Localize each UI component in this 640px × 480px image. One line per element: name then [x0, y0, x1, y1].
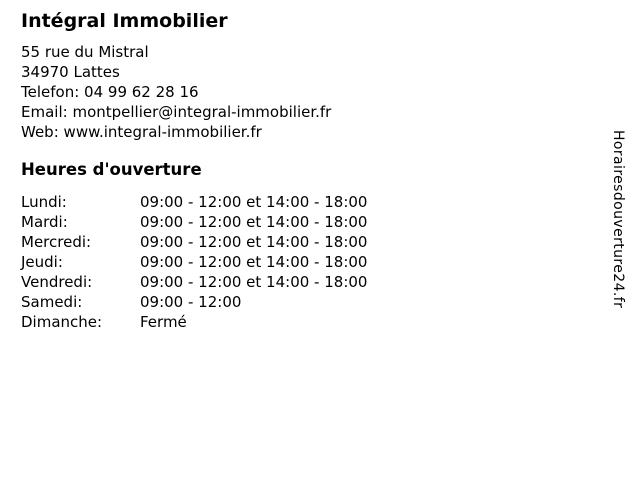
web-label: Web:: [21, 123, 59, 141]
phone-value: 04 99 62 28 16: [84, 83, 199, 101]
phone-line: Telefon: 04 99 62 28 16: [21, 82, 331, 102]
day-label: Dimanche:: [21, 313, 103, 331]
page-title: Intégral Immobilier: [21, 10, 228, 32]
day-label: Mardi:: [21, 213, 68, 231]
opening-hours-heading: Heures d'ouverture: [21, 160, 202, 179]
phone-label: Telefon:: [21, 83, 80, 101]
day-hours: 09:00 - 12:00: [140, 293, 242, 311]
email-label: Email:: [21, 103, 68, 121]
day-label: Mercredi:: [21, 233, 92, 251]
email-value: montpellier@integral-immobilier.fr: [72, 103, 332, 121]
day-hours: Fermé: [140, 313, 187, 331]
contact-block: 55 rue du Mistral 34970 Lattes Telefon: …: [21, 42, 331, 142]
day-label: Lundi:: [21, 193, 67, 211]
day-label: Vendredi:: [21, 273, 93, 291]
day-hours: 09:00 - 12:00 et 14:00 - 18:00: [140, 233, 368, 251]
web-value: www.integral-immobilier.fr: [63, 123, 262, 141]
day-hours: 09:00 - 12:00 et 14:00 - 18:00: [140, 253, 368, 271]
day-label: Samedi:: [21, 293, 83, 311]
day-hours: 09:00 - 12:00 et 14:00 - 18:00: [140, 213, 368, 231]
day-hours: 09:00 - 12:00 et 14:00 - 18:00: [140, 193, 368, 211]
email-line: Email: montpellier@integral-immobilier.f…: [21, 102, 331, 122]
day-hours: 09:00 - 12:00 et 14:00 - 18:00: [140, 273, 368, 291]
watermark-site-name: Horairesdouverture24.fr: [610, 130, 626, 309]
address-line-2: 34970 Lattes: [21, 63, 120, 81]
day-label: Jeudi:: [21, 253, 63, 271]
web-line: Web: www.integral-immobilier.fr: [21, 122, 331, 142]
opening-hours-table: Lundi: 09:00 - 12:00 et 14:00 - 18:00 Ma…: [21, 192, 367, 332]
address-line-1: 55 rue du Mistral: [21, 43, 149, 61]
